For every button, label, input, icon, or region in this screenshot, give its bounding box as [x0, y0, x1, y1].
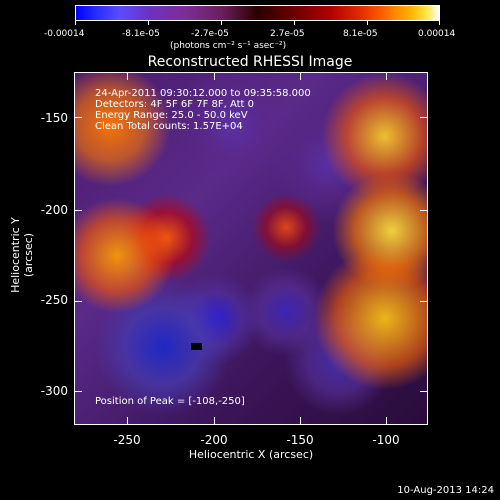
y-axis-label: Heliocentric Y (arcsec) [9, 217, 35, 293]
y-tick-label: -250 [40, 293, 68, 307]
y-tick-label: -300 [40, 384, 68, 398]
x-tick-label: -150 [286, 433, 314, 447]
x-tick-label: -200 [200, 433, 228, 447]
x-tick-label: -250 [113, 433, 141, 447]
peak-position-label: Position of Peak = [-108,-250] [95, 396, 245, 407]
detectors-label: Detectors: 4F 5F 6F 7F 8F, Att 0 [95, 99, 255, 110]
energy-range-label: Energy Range: 25.0 - 50.0 keV [95, 110, 248, 121]
timestamp: 10-Aug-2013 14:24 [397, 485, 494, 496]
colorbar-tick-label: 8.1e-05 [343, 29, 378, 39]
time-range-label: 24-Apr-2011 09:30:12.000 to 09:35:58.000 [95, 88, 311, 99]
colorbar-units: (photons cm⁻² s⁻¹ asec⁻²) [170, 41, 287, 51]
peak-marker [191, 343, 202, 350]
colorbar-tick-label: -8.1e-05 [122, 29, 160, 39]
y-tick-label: -200 [40, 203, 68, 217]
clean-counts-label: Clean Total counts: 1.57E+04 [95, 121, 243, 132]
rhessi-image: 24-Apr-2011 09:30:12.000 to 09:35:58.000… [74, 72, 428, 425]
x-tick-label: -100 [372, 433, 400, 447]
x-axis-label: Heliocentric X (arcsec) [188, 448, 314, 461]
plot-title: Reconstructed RHESSI Image [147, 54, 353, 70]
colorbar [75, 5, 440, 21]
colorbar-tick-label: -2.7e-05 [191, 29, 229, 39]
colorbar-tick-label: 2.7e-05 [270, 29, 305, 39]
colorbar-tick-label: -0.00014 [44, 29, 85, 39]
y-tick-label: -150 [40, 111, 68, 125]
colorbar-tick-label: 0.00014 [418, 29, 456, 39]
